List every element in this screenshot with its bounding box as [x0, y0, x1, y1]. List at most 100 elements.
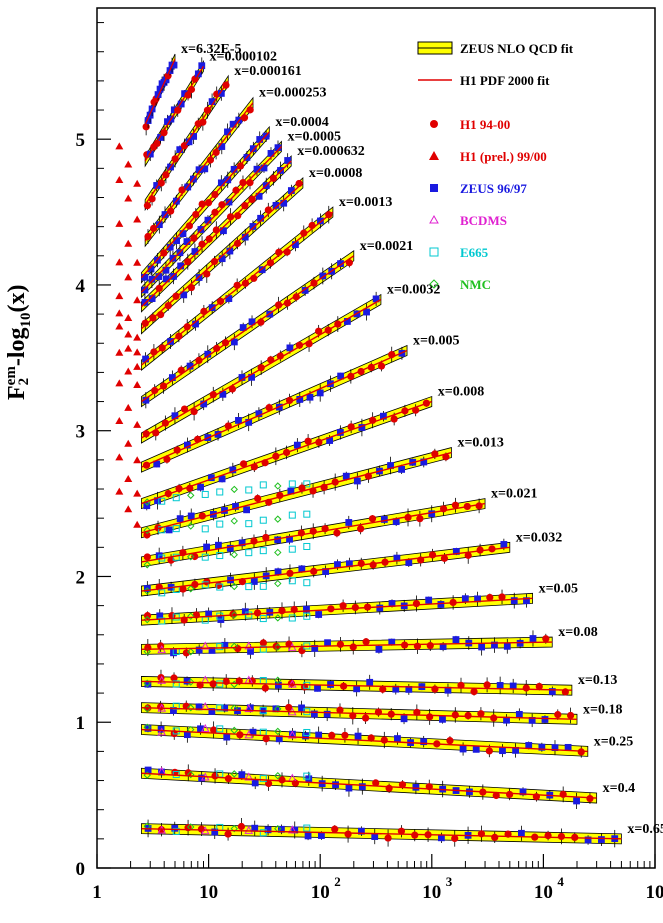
zeus-point [326, 437, 334, 444]
zeus-point [345, 519, 353, 526]
zeus-point [256, 136, 264, 143]
bcdms-point [287, 730, 297, 739]
zeus-point [162, 266, 170, 274]
bcdms-point [244, 772, 254, 781]
zeus-point [478, 643, 486, 651]
h1-point [233, 239, 242, 248]
bcdms-point [157, 825, 167, 834]
h1-point [237, 822, 246, 831]
h1-point [451, 711, 459, 719]
zeus-point [179, 230, 187, 237]
zeus-point [183, 677, 191, 685]
h1-prel-point [124, 273, 133, 281]
zeus-point [197, 725, 204, 733]
h1-prel-point [124, 239, 133, 247]
zeus-point [155, 221, 163, 229]
zeus-point [499, 747, 506, 755]
h1-point [344, 830, 352, 838]
h1-point [167, 207, 175, 215]
h1-prel-point [115, 453, 124, 461]
zeus-point [425, 596, 433, 604]
h1-point [362, 638, 370, 646]
h1-point [262, 735, 270, 743]
h1-point [477, 710, 485, 718]
zeus-point [296, 396, 304, 403]
zeus-point [177, 100, 185, 108]
nmc-point [187, 491, 195, 500]
zeus-point [288, 730, 296, 738]
bin-label: x=0.0005 [287, 129, 340, 144]
zeus-point [245, 418, 253, 426]
h1-point [486, 593, 494, 602]
x-tick-label: 10 [534, 882, 553, 903]
zeus-point [315, 611, 323, 618]
zeus-point [170, 707, 177, 714]
legend-circle-marker [430, 120, 438, 128]
e665-point [216, 704, 224, 712]
zeus-point [207, 474, 215, 482]
h1-prel-point [115, 309, 124, 317]
zeus-point [248, 318, 256, 326]
zeus-point [345, 784, 353, 792]
zeus-point [214, 430, 222, 438]
zeus-point [232, 503, 239, 510]
zeus-point [153, 460, 161, 468]
zeus-point [327, 681, 334, 688]
bin-label: x=0.000161 [234, 64, 301, 79]
h1-point [397, 827, 406, 835]
bin-label: x=0.000632 [297, 144, 364, 159]
zeus-point [161, 211, 169, 218]
zeus-point [439, 715, 446, 723]
h1-point [390, 415, 398, 423]
zeus-point [195, 166, 203, 174]
zeus-point [298, 704, 305, 712]
h1-point [213, 344, 221, 352]
zeus-point [258, 266, 266, 274]
nmc-point [230, 642, 238, 651]
h1-fit-line [140, 160, 292, 308]
zeus-point [372, 295, 380, 303]
nmc-point [230, 611, 238, 619]
zeus-point [192, 320, 199, 328]
h1-point [195, 356, 203, 365]
x-tick-label: 10 [311, 882, 330, 903]
bin-label: x=0.65 [627, 822, 663, 837]
zeus-point [264, 826, 272, 834]
bin-label: x=6.32E-5 [181, 42, 241, 57]
zeus-point [318, 832, 325, 839]
zeus-point [376, 604, 384, 612]
zeus-point [238, 771, 246, 779]
h1-point [164, 302, 172, 310]
e665-point [288, 545, 296, 553]
zeus-point [342, 472, 350, 480]
h1-prel-point [115, 258, 124, 266]
nmc-point [274, 643, 282, 651]
bin-label: x=0.13 [578, 673, 617, 688]
h1-prel-point [133, 296, 142, 304]
zeus-point [250, 578, 258, 585]
nmc-point [230, 582, 238, 591]
e665-point [259, 645, 267, 653]
h1-point [476, 546, 484, 554]
e665-point [303, 772, 311, 780]
legend-square-marker [430, 184, 438, 192]
zeus-point [249, 223, 257, 230]
h1-point [211, 772, 219, 780]
zeus-point [185, 138, 193, 146]
nmc-point [274, 515, 282, 523]
nmc-point [143, 561, 151, 569]
x-tick-label: 10 [646, 882, 663, 903]
zeus-point [598, 836, 605, 843]
h1-point [522, 684, 530, 692]
h1-point [416, 515, 424, 523]
h1-prel-point [124, 194, 133, 202]
zeus-point [166, 243, 174, 251]
h1-point [440, 554, 449, 562]
h1-point [431, 685, 439, 693]
bin-label: x=0.021 [491, 487, 537, 502]
h1-prel-point [115, 487, 124, 495]
h1-fit-line [141, 772, 597, 799]
zeus-point [529, 635, 537, 642]
zeus-point [358, 783, 366, 791]
e665-point [216, 643, 224, 651]
